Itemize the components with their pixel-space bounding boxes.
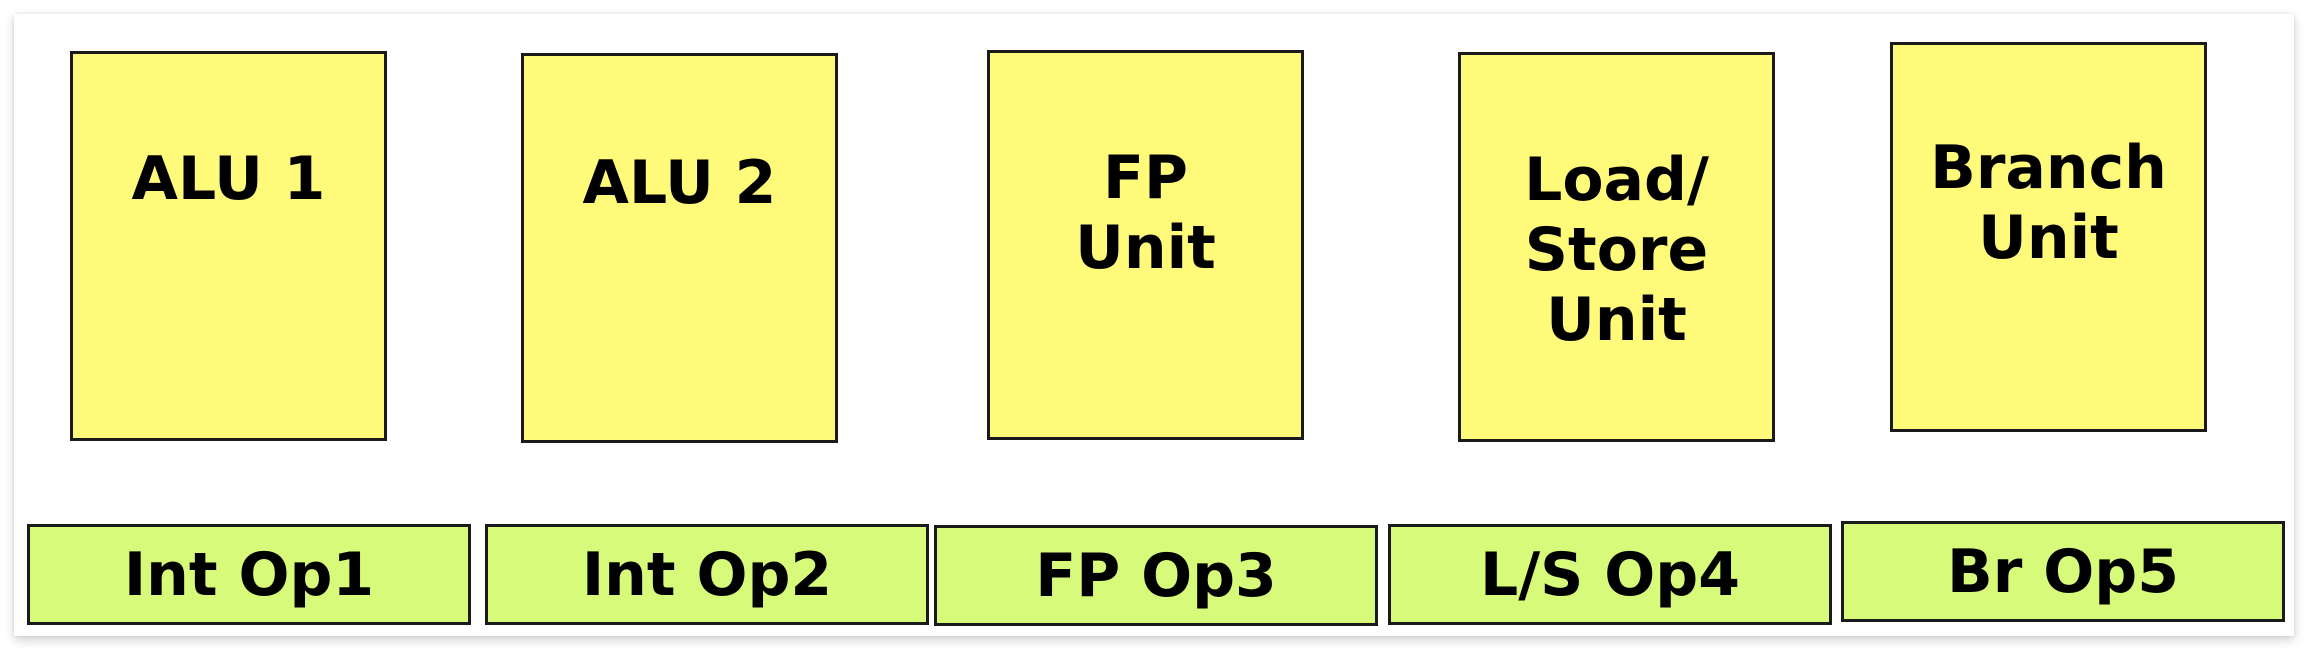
op-label: L/S Op4 [1480,539,1740,610]
unit-alu-1: ALU 1 [70,51,387,441]
unit-alu-2: ALU 2 [521,53,838,443]
unit-label: Load/ Store Unit [1524,145,1709,355]
op-label: FP Op3 [1035,540,1277,611]
unit-load-store: Load/ Store Unit [1458,52,1775,442]
unit-fp: FP Unit [987,50,1304,440]
unit-label: ALU 1 [131,144,326,214]
unit-label: Branch Unit [1930,133,2167,273]
op-label: Int Op2 [581,539,833,610]
op-slot-ls-op4: L/S Op4 [1388,524,1832,625]
op-slot-int-op2: Int Op2 [485,524,929,625]
unit-branch: Branch Unit [1890,42,2207,432]
op-label: Br Op5 [1947,536,2179,607]
op-slot-fp-op3: FP Op3 [934,525,1378,626]
unit-label: FP Unit [1075,143,1216,283]
op-slot-int-op1: Int Op1 [27,524,471,625]
op-slot-br-op5: Br Op5 [1841,521,2285,622]
unit-label: ALU 2 [582,148,777,218]
op-label: Int Op1 [123,539,375,610]
